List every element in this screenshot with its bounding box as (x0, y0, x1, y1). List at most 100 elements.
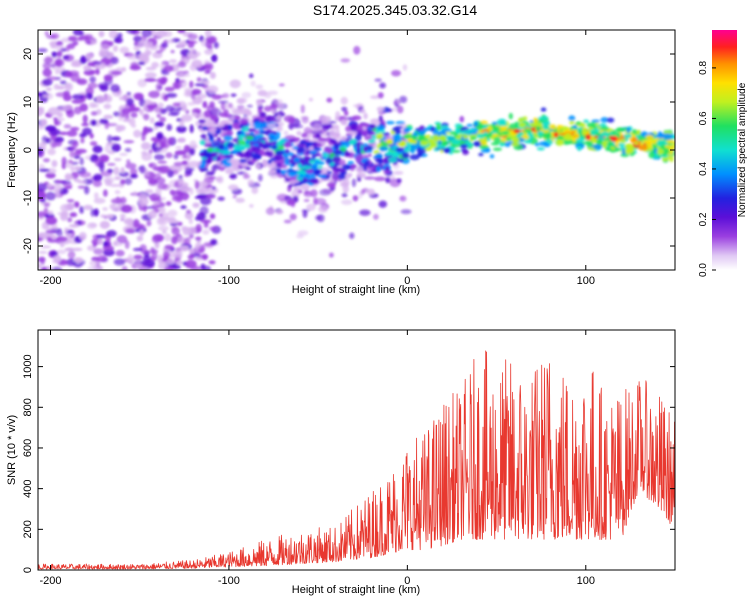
heatmap-cell (158, 207, 167, 213)
heatmap-cell (341, 192, 348, 198)
heatmap-cell (334, 149, 343, 155)
snr-ylabel: SNR (10 * v/v) (6, 415, 18, 485)
heatmap-cell (316, 214, 325, 223)
heatmap-cell (83, 34, 93, 39)
heatmap-cell (149, 117, 155, 124)
heatmap-cell (583, 119, 589, 124)
heatmap-cell (199, 196, 212, 206)
heatmap-cell (301, 132, 308, 138)
heatmap-cell (58, 131, 69, 136)
heatmap-cell (204, 70, 211, 74)
heatmap-cell (79, 56, 87, 65)
heatmap-cell (97, 160, 105, 169)
heatmap-cell (192, 144, 198, 149)
heatmap-cell (99, 155, 110, 163)
heatmap-cell (267, 163, 274, 168)
heatmap-cell (86, 53, 94, 60)
heatmap-cell (150, 246, 156, 254)
heatmap-cell (137, 78, 147, 88)
heatmap-cell (47, 148, 56, 156)
heatmap-cell (638, 144, 648, 151)
heatmap-cell (198, 164, 206, 169)
heatmap-cell (394, 125, 403, 129)
heatmap-cell (451, 149, 461, 153)
heatmap-cell (180, 187, 192, 193)
heatmap-cell (339, 181, 349, 187)
heatmap-cell (510, 142, 520, 146)
spec-ytick-label: 10 (22, 96, 34, 108)
heatmap-cell (288, 117, 295, 124)
heatmap-cell (194, 242, 201, 250)
heatmap-cell (238, 134, 245, 141)
heatmap-cell (201, 126, 209, 131)
heatmap-cell (398, 140, 407, 148)
heatmap-cell (185, 259, 197, 268)
heatmap-cell (268, 141, 278, 145)
heatmap-cell (626, 126, 631, 134)
heatmap-cell (247, 128, 257, 133)
heatmap-cell (245, 135, 254, 141)
heatmap-cell (607, 141, 613, 147)
heatmap-cell (97, 238, 103, 245)
heatmap-cell (604, 146, 612, 152)
heatmap-cell (65, 45, 70, 52)
heatmap-cell (466, 123, 473, 127)
heatmap-cell (392, 136, 403, 144)
heatmap-cell (479, 140, 487, 146)
heatmap-cell (41, 78, 53, 86)
heatmap-cell (151, 61, 159, 69)
heatmap-cell (315, 133, 321, 139)
heatmap-cell (202, 229, 210, 235)
heatmap-cell (38, 182, 48, 192)
heatmap-cell (62, 183, 73, 188)
heatmap-cell (64, 83, 72, 90)
heatmap-cell (194, 257, 205, 261)
heatmap-cell (203, 265, 211, 270)
heatmap-cell (438, 130, 447, 135)
heatmap-cell (615, 127, 626, 133)
heatmap-cell (353, 45, 361, 55)
heatmap-cell (154, 154, 165, 161)
heatmap-cell (59, 243, 65, 248)
heatmap-cell (156, 132, 164, 140)
heatmap-cell (228, 184, 239, 191)
heatmap-cell (356, 143, 361, 151)
heatmap-cell (395, 147, 402, 152)
heatmap-cell (132, 92, 143, 100)
heatmap-cell (158, 213, 163, 217)
heatmap-cell (201, 253, 208, 261)
heatmap-cell (102, 189, 108, 197)
spec-xtick-label: 0 (404, 275, 410, 287)
heatmap-cell (143, 103, 149, 111)
heatmap-cell (191, 112, 198, 117)
heatmap-cell (167, 137, 174, 144)
heatmap-cell (591, 132, 596, 136)
heatmap-cell (311, 129, 323, 136)
heatmap-cell (575, 121, 582, 125)
heatmap-cell (236, 97, 246, 105)
heatmap-cell (70, 61, 82, 68)
heatmap-cell (656, 149, 664, 155)
heatmap-cell (522, 116, 528, 121)
heatmap-cell (158, 216, 165, 224)
heatmap-cell (167, 112, 179, 116)
heatmap-cell (317, 161, 325, 165)
heatmap-cell (164, 266, 174, 270)
heatmap-cell (38, 250, 48, 254)
heatmap-cell (144, 50, 151, 58)
heatmap-cell (399, 195, 407, 202)
heatmap-cell (352, 104, 362, 108)
heatmap-cell (463, 135, 468, 139)
heatmap-cell (126, 97, 134, 106)
colorbar-label: Normalized spectral amplitude (737, 82, 748, 217)
heatmap-cell (38, 211, 46, 218)
heatmap-cell (64, 175, 74, 180)
heatmap-cell (126, 30, 138, 34)
colorbar: 0.0 0.2 0.4 0.6 0.8 Normalized spectral ampl… (698, 30, 748, 277)
heatmap-cell (120, 204, 133, 213)
heatmap-cell (169, 189, 176, 196)
heatmap-cell (186, 152, 191, 162)
heatmap-cell (196, 77, 202, 82)
